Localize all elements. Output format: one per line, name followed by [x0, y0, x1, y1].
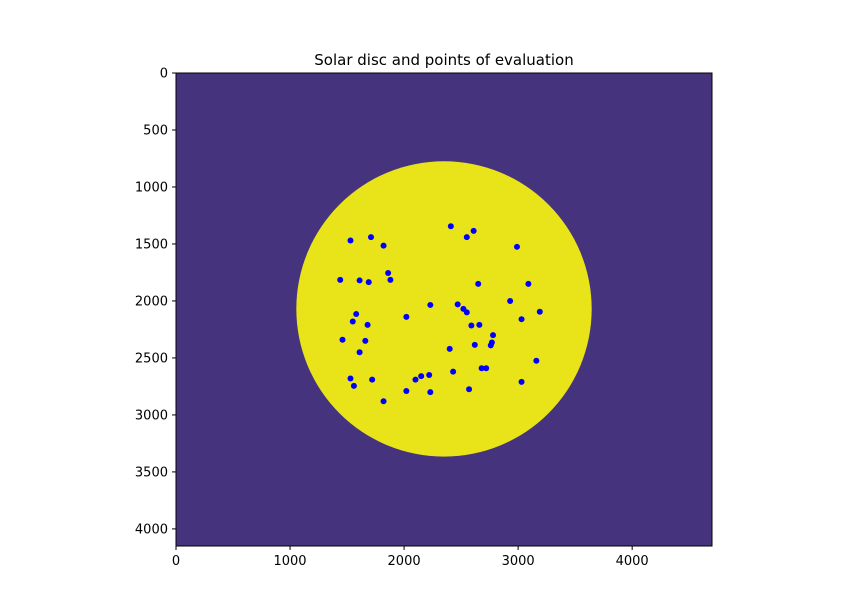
evaluation-point — [369, 376, 376, 383]
evaluation-point — [412, 376, 419, 383]
evaluation-point — [468, 322, 475, 329]
evaluation-point — [356, 349, 363, 356]
evaluation-point — [347, 237, 354, 244]
evaluation-point — [365, 279, 372, 286]
evaluation-point — [476, 321, 483, 328]
y-tick-label: 500 — [143, 123, 168, 138]
evaluation-point — [454, 301, 461, 308]
evaluation-point — [466, 386, 473, 393]
evaluation-point — [339, 336, 346, 343]
y-tick-label: 3500 — [135, 465, 168, 480]
evaluation-point — [463, 309, 470, 316]
evaluation-point — [347, 375, 354, 382]
evaluation-point — [380, 242, 387, 249]
x-tick-label: 1000 — [273, 554, 306, 569]
evaluation-point — [337, 276, 344, 283]
plot-frame — [175, 72, 713, 547]
y-tick-label: 2500 — [135, 351, 168, 366]
evaluation-point — [478, 365, 485, 372]
evaluation-point — [427, 389, 434, 396]
evaluation-point — [427, 301, 434, 308]
evaluation-point — [353, 311, 360, 318]
x-tick-label: 2000 — [388, 554, 421, 569]
evaluation-point — [488, 339, 495, 346]
y-tick-label: 2000 — [135, 294, 168, 309]
evaluation-point — [426, 372, 433, 379]
evaluation-points — [337, 223, 543, 405]
evaluation-point — [349, 318, 356, 325]
evaluation-point — [507, 297, 514, 304]
evaluation-point — [368, 234, 375, 241]
y-tick-label: 4000 — [135, 522, 168, 537]
evaluation-point — [471, 341, 478, 348]
y-tick-label: 1500 — [135, 237, 168, 252]
evaluation-point — [490, 332, 497, 339]
evaluation-point — [483, 365, 490, 372]
chart-title: Solar disc and points of evaluation — [314, 51, 573, 69]
x-tick-label: 4000 — [616, 554, 649, 569]
evaluation-point — [447, 223, 454, 230]
evaluation-point — [525, 280, 532, 287]
evaluation-point — [350, 382, 357, 389]
x-tick-label: 3000 — [502, 554, 535, 569]
evaluation-point — [475, 280, 482, 287]
evaluation-point — [533, 357, 540, 364]
evaluation-point — [518, 316, 525, 323]
evaluation-point — [470, 227, 477, 234]
evaluation-point — [362, 337, 369, 344]
evaluation-point — [418, 373, 425, 380]
x-axis: 0 1000 2000 3000 4000 — [172, 546, 649, 569]
evaluation-point — [536, 308, 543, 315]
evaluation-point — [446, 345, 453, 352]
evaluation-point — [450, 368, 457, 375]
evaluation-point — [356, 277, 363, 284]
evaluation-point — [518, 378, 525, 385]
evaluation-point — [403, 313, 410, 320]
y-tick-label: 0 — [160, 67, 168, 82]
evaluation-point — [380, 398, 387, 405]
evaluation-point — [387, 276, 394, 283]
solar-disc — [296, 161, 592, 457]
evaluation-point — [513, 243, 520, 250]
evaluation-point — [385, 270, 392, 277]
y-axis: 0 500 1000 1500 2000 2500 3000 3500 4000 — [135, 67, 176, 537]
evaluation-point — [403, 387, 410, 394]
evaluation-point — [364, 321, 371, 328]
evaluation-point — [463, 234, 470, 241]
x-tick-label: 0 — [172, 554, 180, 569]
y-tick-label: 1000 — [135, 180, 168, 195]
y-tick-label: 3000 — [135, 408, 168, 423]
